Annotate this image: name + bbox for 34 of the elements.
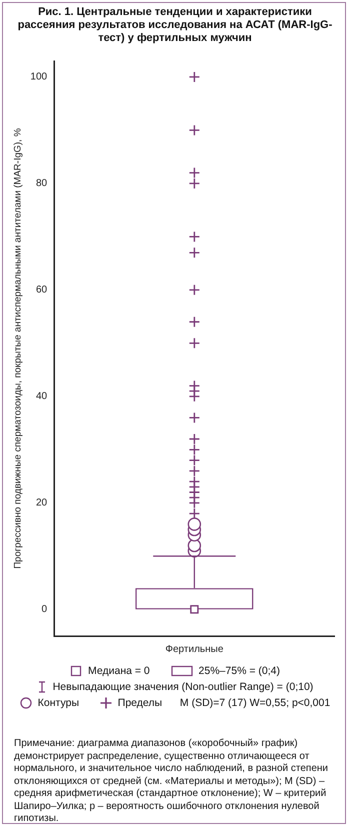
x-tick-label: Фертильные (165, 644, 224, 655)
text: Невыпадающие значения (Non-outlier Range) = (0;10) (52, 681, 314, 693)
point (188, 433, 200, 445)
y-tick-label: 80 (36, 178, 48, 190)
y-tick-label: 60 (36, 284, 48, 296)
point (188, 230, 200, 242)
legend-label: Медиана = 0 (88, 665, 150, 677)
point (188, 284, 200, 296)
legend-label: Пределы (118, 697, 162, 709)
text: M (SD)=7 (17) W=0,55; p<0,001 (180, 697, 330, 709)
text: Примечание: диаграмма диапазонов («коробочный» график) демонстрирует распределение, существенно отличающееся от нормального, и значительное число наблюдений, в разной степени отклоняющихся от средней (см. «Материалы и методы»); M (SD) – средняя арифметическая (стандартное отклонение); W – критерий Шапиро–Уилка; p – вероятность ошибочного отклонения нулевой гипотизы. (14, 738, 329, 826)
point (188, 337, 200, 349)
point (190, 605, 199, 614)
point (188, 454, 200, 466)
point (188, 124, 200, 136)
text: 25%–75% = (0;4) (198, 665, 280, 677)
point (188, 508, 200, 520)
y-tick-label: 100 (30, 72, 48, 83)
point (188, 246, 200, 258)
y-tick-label: 40 (36, 391, 48, 402)
y-tick-label: 20 (36, 498, 48, 509)
point (188, 444, 200, 456)
chart-title: Рис. 1. Центральные тенденции и характеристики рассеяния результатов исследования на АСАТ (MAR-IgG-тест) у фертильных мужчин (16, 6, 334, 45)
point (188, 167, 200, 179)
point (188, 412, 200, 424)
text: Контуры (38, 697, 79, 709)
point (188, 316, 200, 328)
point (188, 178, 200, 190)
point (188, 465, 200, 477)
y-axis-title: Прогрессивно подвижные сперматозоиды, покрытые антиспермальными антителами (MAR-IgG), % (12, 128, 24, 569)
point (188, 71, 200, 83)
y-tick-label: 0 (42, 604, 48, 616)
point (188, 476, 200, 488)
point (188, 380, 200, 392)
